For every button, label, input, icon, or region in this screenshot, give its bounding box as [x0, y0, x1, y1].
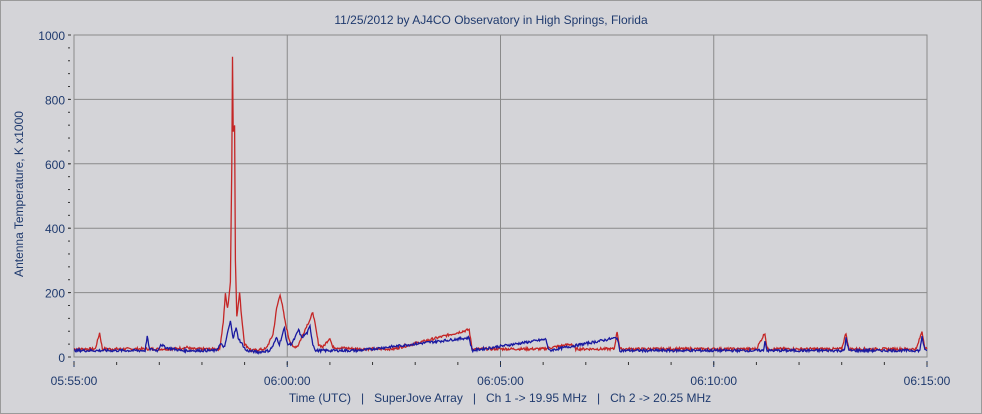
y-tick-label: 600: [45, 158, 65, 172]
y-tick-label: 200: [45, 287, 65, 301]
y-axis-label: Antenna Temperature, K x1000: [12, 111, 26, 277]
y-tick-label: 0: [58, 351, 65, 365]
series-line-ch-2-20-25-mhz: [73, 320, 928, 355]
y-tick-label: 800: [45, 93, 65, 107]
x-tick-label: 06:10:00: [690, 374, 737, 388]
chart-title: 11/25/2012 by AJ4CO Observatory in High …: [334, 13, 648, 27]
x-tick-label: 06:15:00: [904, 374, 951, 388]
y-tick-label: 1000: [38, 29, 65, 43]
x-tick-label: 05:55:00: [51, 374, 98, 388]
x-tick-label: 06:00:00: [264, 374, 311, 388]
x-axis-label: Time (UTC) | SuperJove Array | Ch 1 -> 1…: [289, 391, 711, 405]
y-tick-label: 400: [45, 222, 65, 236]
x-tick-label: 06:05:00: [477, 374, 524, 388]
